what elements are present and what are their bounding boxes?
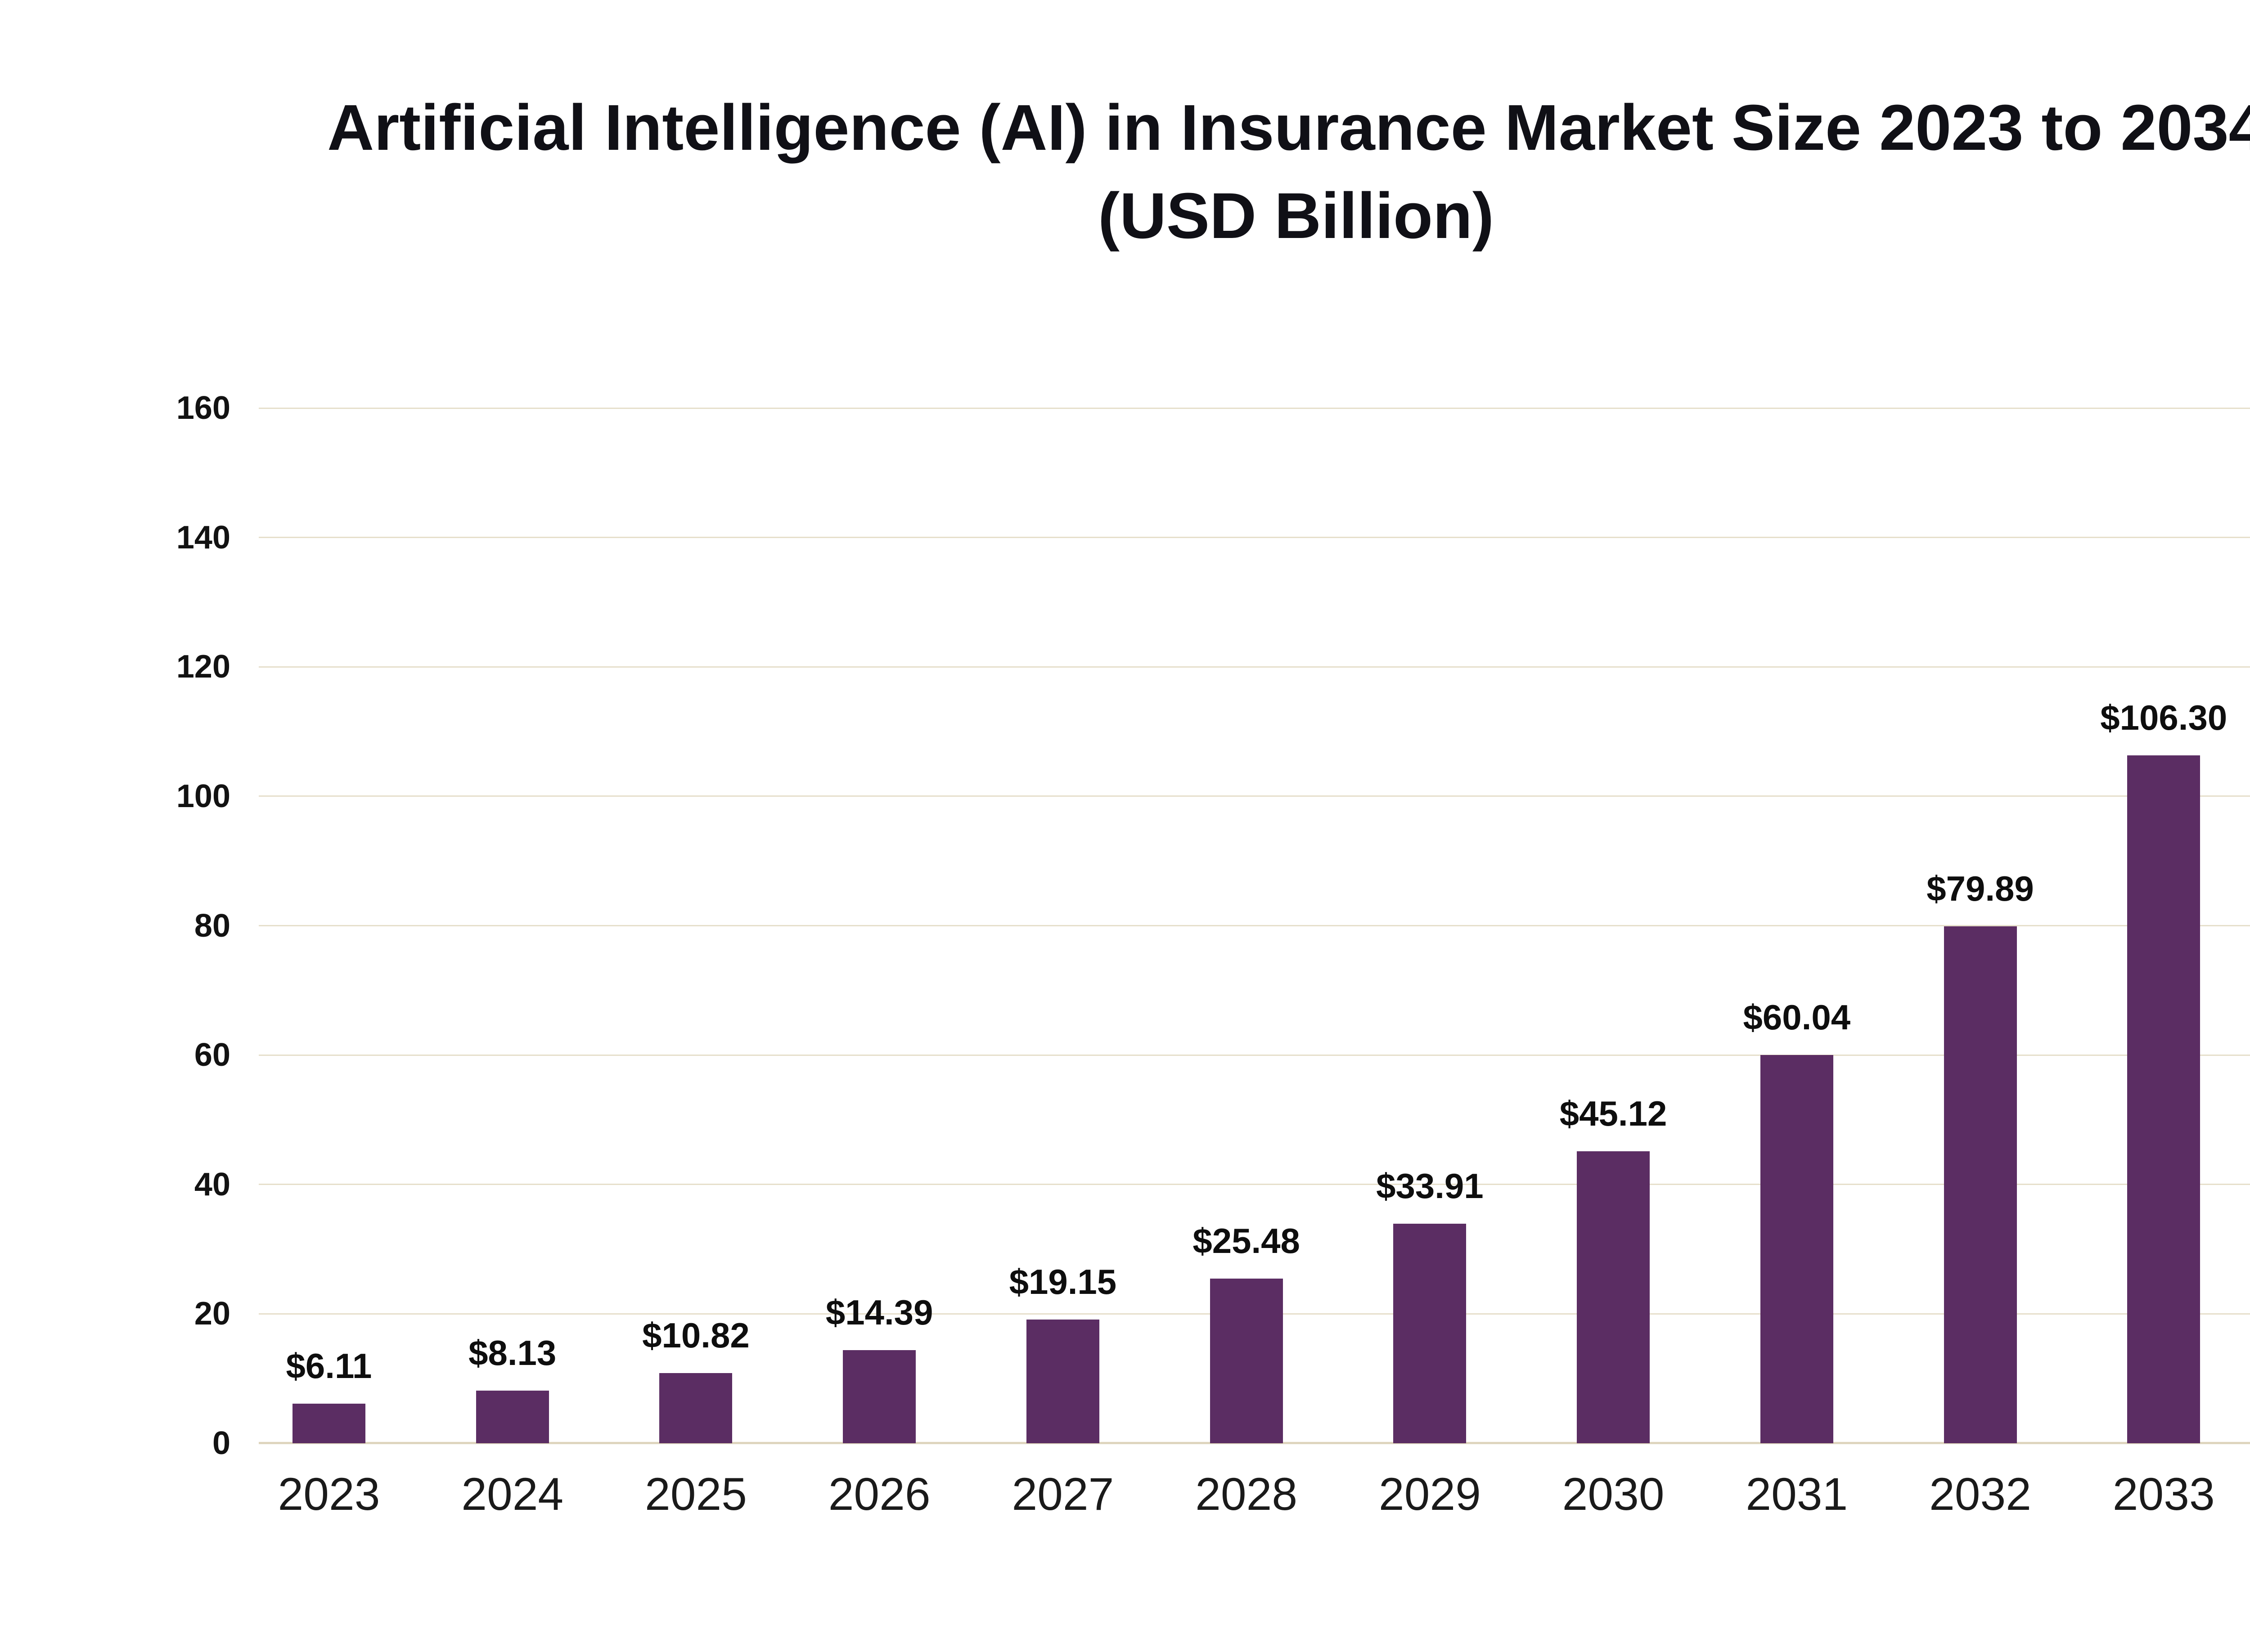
y-tick-label: 80 — [194, 907, 230, 944]
bar-value-label: $106.30 — [2100, 698, 2228, 738]
bar-value-label: $6.11 — [286, 1346, 372, 1386]
gridline — [259, 1184, 2250, 1185]
gridline — [259, 795, 2250, 797]
x-tick-label: 2025 — [644, 1468, 747, 1520]
bar-2031 — [1760, 1055, 1833, 1443]
bar-value-label: $8.13 — [468, 1333, 557, 1373]
gridline — [259, 407, 2250, 409]
x-tick-label: 2031 — [1746, 1468, 1848, 1520]
bar-value-label: $45.12 — [1559, 1094, 1667, 1134]
y-tick-label: 40 — [194, 1166, 230, 1203]
bar-value-label: $141.44 — [2230, 473, 2250, 508]
x-tick-label: 2027 — [1012, 1468, 1114, 1520]
chart-title-line1: Artificial Intelligence (AI) in Insuranc… — [327, 91, 2250, 164]
bar-2029 — [1393, 1224, 1467, 1443]
x-tick-label: 2024 — [461, 1468, 564, 1520]
bar-value-label: $79.89 — [1926, 869, 2034, 909]
bar-2028 — [1210, 1278, 1283, 1443]
bar-2032 — [1944, 926, 2017, 1443]
y-tick-label: 60 — [194, 1037, 230, 1073]
gridline — [259, 537, 2250, 539]
y-tick-label: 20 — [194, 1296, 230, 1332]
bar-value-label: $33.91 — [1376, 1166, 1484, 1206]
y-tick-label: 140 — [176, 519, 230, 556]
gridline — [259, 666, 2250, 668]
bar-value-label: $10.82 — [642, 1315, 750, 1356]
bar-2023 — [292, 1404, 365, 1443]
bar-2030 — [1577, 1151, 1650, 1443]
bar-value-label: $60.04 — [1743, 997, 1851, 1037]
bar-value-label: $14.39 — [825, 1293, 933, 1333]
y-tick-label: 160 — [176, 390, 230, 426]
bar-value-label: $19.15 — [1009, 1261, 1117, 1302]
gridline — [259, 925, 2250, 926]
gridline — [259, 1054, 2250, 1056]
x-tick-label: 2028 — [1195, 1468, 1298, 1520]
x-tick-label: 2029 — [1378, 1468, 1481, 1520]
bar-value-label: $25.48 — [1192, 1221, 1300, 1261]
plot-area: $6.11 $8.13 $10.82 $14.39 $19.15 $25.48 $33.91… — [259, 407, 2250, 1444]
bar-2026 — [843, 1350, 916, 1443]
x-tick-label: 2023 — [278, 1468, 380, 1520]
bar-2033 — [2127, 755, 2200, 1443]
x-tick-label: 2030 — [1562, 1468, 1665, 1520]
x-tick-label: 2032 — [1929, 1468, 2031, 1520]
bar-2024 — [476, 1391, 549, 1443]
chart-title-line2: (USD Billion) — [1098, 179, 1494, 252]
bar-2027 — [1026, 1319, 1099, 1443]
x-tick-label: 2033 — [2112, 1468, 2215, 1520]
y-tick-label: 120 — [176, 649, 230, 685]
x-tick-label: 2026 — [828, 1468, 931, 1520]
chart-title: Artificial Intelligence (AI) in Insuranc… — [0, 84, 2250, 260]
y-tick-label: 0 — [212, 1425, 230, 1461]
bar-2025 — [659, 1373, 733, 1443]
y-tick-label: 100 — [176, 778, 230, 814]
